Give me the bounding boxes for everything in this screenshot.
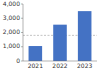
chart-container: 0 1,000 2,000 3,000 4,000 2021 2022 2023 bbox=[0, 0, 100, 71]
x-axis: 2021 2022 2023 bbox=[28, 62, 93, 69]
y-tick-label: 4,000 bbox=[3, 0, 20, 7]
y-tick bbox=[21, 18, 23, 19]
chart-svg: 0 1,000 2,000 3,000 4,000 2021 2022 2023 bbox=[0, 0, 100, 71]
y-tick bbox=[21, 4, 23, 5]
bar bbox=[29, 46, 43, 61]
y-tick-label: 2,000 bbox=[3, 28, 20, 35]
x-tick-label: 2021 bbox=[28, 62, 43, 69]
x-tick-label: 2023 bbox=[77, 62, 92, 69]
bar bbox=[78, 11, 92, 61]
y-tick bbox=[21, 32, 23, 33]
bar bbox=[53, 25, 67, 61]
y-tick bbox=[21, 46, 23, 47]
y-tick bbox=[21, 61, 23, 62]
plot-area bbox=[23, 11, 97, 61]
y-axis: 0 1,000 2,000 3,000 4,000 bbox=[3, 0, 23, 64]
y-tick-label: 3,000 bbox=[3, 14, 20, 21]
y-axis-line bbox=[23, 4, 24, 61]
y-tick-label: 1,000 bbox=[3, 42, 20, 49]
y-tick-label: 0 bbox=[16, 57, 20, 64]
x-tick-label: 2022 bbox=[52, 62, 67, 69]
